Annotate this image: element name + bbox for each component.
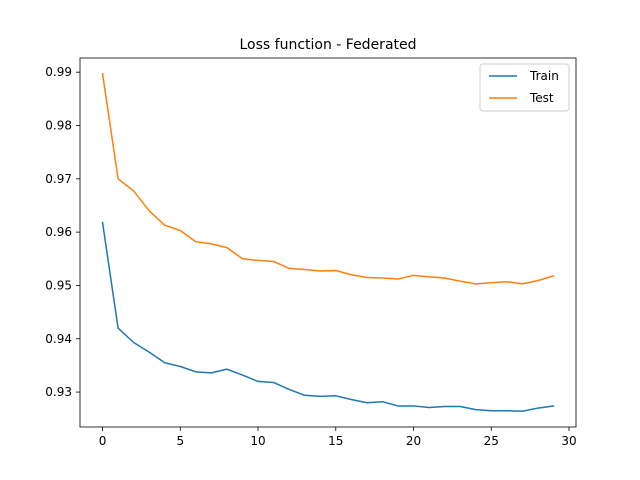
legend-label-test: Test [529,91,554,105]
y-tick-label: 0.98 [45,118,72,132]
legend-label-train: Train [529,69,559,83]
axes-frame [79,57,577,428]
legend: Train Test [479,63,570,112]
y-axis: 0.93 0.94 0.95 0.96 0.97 0.98 0.99 [45,65,80,399]
x-tick-label: 10 [250,434,265,448]
y-tick-label: 0.95 [45,278,72,292]
chart-title: Loss function - Federated [239,37,416,53]
x-axis: 0 5 10 15 20 25 30 [99,427,577,448]
y-tick-label: 0.96 [45,225,72,239]
x-tick-label: 15 [328,434,343,448]
x-tick-label: 30 [561,434,576,448]
series-line-test [101,72,555,285]
y-tick-label: 0.97 [45,172,72,186]
y-tick-label: 0.94 [45,332,72,346]
y-tick-label: 0.99 [45,65,72,79]
x-tick-label: 20 [406,434,421,448]
series-lines [101,72,555,413]
y-tick-label: 0.93 [45,385,72,399]
x-tick-label: 5 [176,434,184,448]
x-tick-label: 25 [484,434,499,448]
x-tick-label: 0 [99,434,107,448]
series-line-train [101,221,555,413]
